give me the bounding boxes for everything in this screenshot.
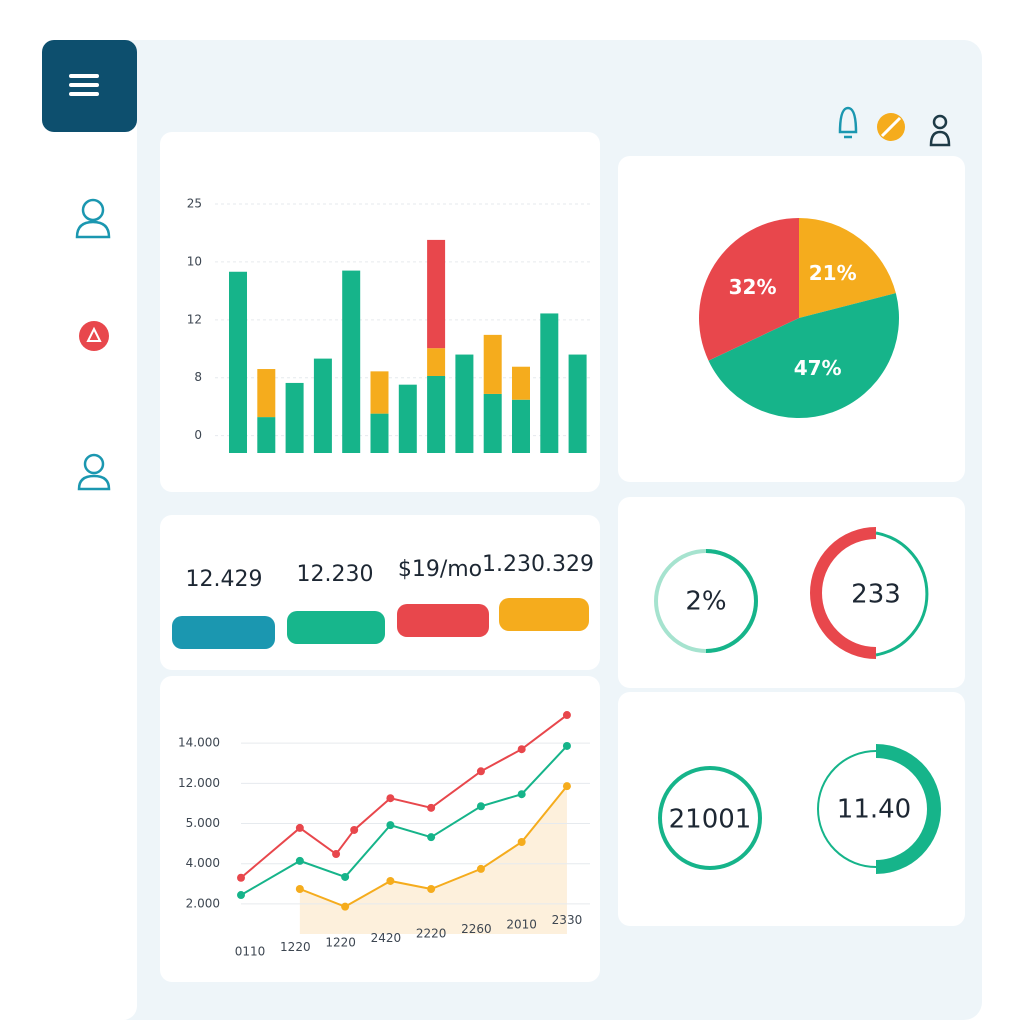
point (427, 885, 436, 894)
y-tick-label: 0 (194, 428, 202, 442)
x-tick-label: 2260 (461, 922, 492, 936)
bar-segment (257, 369, 276, 418)
point (562, 741, 571, 750)
bar-segment (483, 334, 502, 394)
point (332, 850, 341, 859)
point (476, 864, 485, 873)
rings-card (618, 497, 965, 688)
point (476, 802, 485, 811)
stat-value: 12.429 (186, 567, 263, 592)
point (295, 823, 304, 832)
pie-slice (799, 218, 896, 318)
pie-label: 21% (809, 261, 857, 285)
point (386, 876, 395, 885)
point (517, 745, 526, 754)
y-tick-label: 4.000 (186, 856, 220, 870)
point (295, 856, 304, 865)
sidebar (42, 40, 137, 1020)
bar-segment (568, 354, 587, 453)
ring-arc (810, 527, 877, 659)
point (517, 790, 526, 799)
bar-segment (512, 399, 530, 453)
y-tick-label: 25 (187, 197, 202, 211)
bar-segment (342, 270, 361, 453)
ring-value: 233 (851, 580, 901, 610)
y-tick-label: 12 (187, 312, 202, 326)
y-tick-label: 14.000 (178, 736, 220, 750)
users-icon[interactable] (77, 453, 111, 491)
bell-icon[interactable] (838, 106, 858, 139)
stat-pill (172, 616, 275, 649)
point (237, 891, 245, 900)
ring-arc (875, 744, 941, 874)
pie-label: 47% (794, 356, 842, 380)
stat-pill (287, 611, 385, 644)
ring-value: 21001 (669, 805, 752, 835)
ring-value: 11.40 (837, 795, 911, 825)
stat-value: 1.230.329 (482, 552, 594, 577)
bar-segment (427, 239, 446, 349)
point (386, 794, 395, 803)
x-tick-label: 2220 (416, 927, 447, 941)
status-glyph (880, 116, 902, 138)
x-tick-label: 2330 (552, 913, 583, 927)
stat-pill (397, 604, 489, 637)
point (562, 782, 571, 791)
pie-label: 32% (729, 275, 777, 299)
bar-segment (257, 417, 276, 453)
x-tick-label: 1220 (280, 940, 311, 954)
point (341, 902, 350, 911)
area (299, 786, 567, 934)
point (562, 711, 571, 720)
point (237, 873, 245, 882)
ring-arc (705, 549, 758, 653)
x-tick-label: 1220 (325, 936, 356, 950)
y-tick-label: 10 (187, 254, 202, 268)
bar-segment (398, 384, 417, 453)
point (427, 833, 436, 842)
ring-value: 2% (685, 587, 726, 617)
ring-arc (875, 531, 929, 657)
y-tick-label: 5.000 (186, 816, 220, 830)
stat-value: $19/mo (398, 557, 482, 582)
point (341, 872, 350, 881)
bar-segment (512, 366, 530, 400)
line (240, 745, 568, 896)
pie-slice (708, 293, 900, 419)
point (295, 885, 304, 894)
bar-segment (313, 358, 332, 453)
point (386, 821, 395, 830)
pie-slice (698, 218, 799, 361)
bar-segment (455, 354, 474, 453)
point (427, 803, 436, 812)
point (350, 825, 359, 834)
point (476, 767, 485, 776)
point (517, 837, 526, 846)
bar-segment (427, 375, 446, 453)
ring-arc (658, 766, 762, 870)
x-tick-label: 2010 (506, 918, 537, 932)
account-icon[interactable] (929, 114, 951, 147)
bar-segment (483, 393, 502, 453)
alert-icon[interactable] (79, 321, 109, 351)
bar-segment (370, 413, 389, 453)
x-tick-label: 0110 (235, 945, 266, 959)
bar-segment (370, 371, 389, 414)
y-tick-label: 12.000 (178, 776, 220, 790)
bar-segment (229, 271, 247, 453)
stat-value: 12.230 (297, 562, 374, 587)
x-tick-label: 2420 (371, 931, 402, 945)
profile-icon[interactable] (75, 198, 111, 239)
alert-glyph (86, 326, 102, 342)
bar-segment (285, 382, 304, 453)
stat-pill (499, 598, 589, 631)
bar-segment (427, 348, 446, 376)
y-tick-label: 8 (194, 370, 202, 384)
bar-segment (540, 313, 559, 453)
y-tick-label: 2.000 (186, 896, 220, 910)
menu-icon (69, 74, 99, 96)
